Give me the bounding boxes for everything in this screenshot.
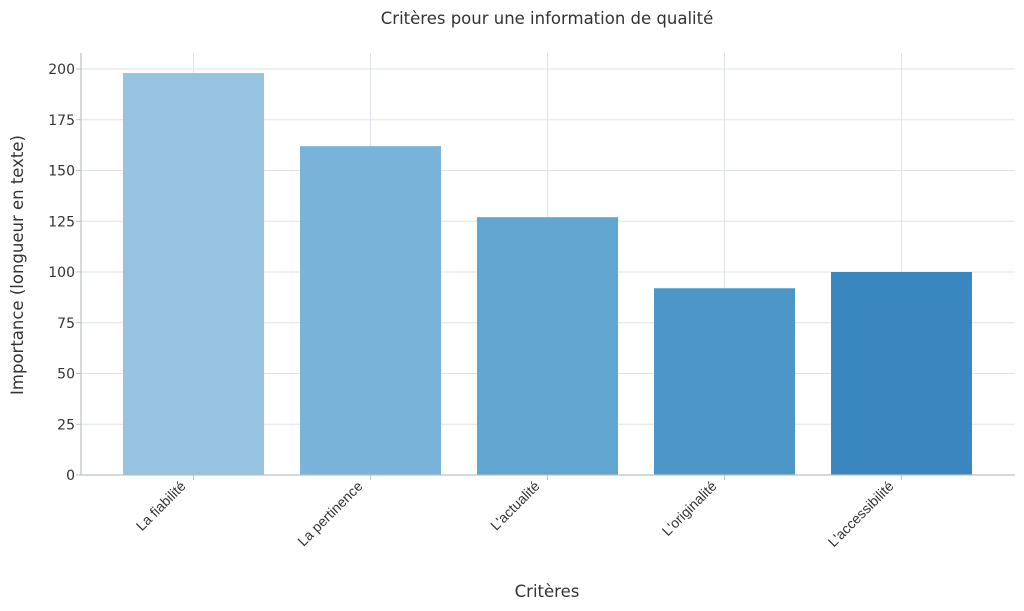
x-tick-labels: La fiabilité La pertinence L'actualité L'or… bbox=[133, 478, 897, 550]
y-tick-label: 200 bbox=[48, 62, 75, 78]
y-tick-label: 175 bbox=[48, 113, 75, 129]
x-tick-label: L'accessibilité bbox=[825, 478, 897, 550]
x-tick-label: La pertinence bbox=[294, 478, 365, 549]
bar bbox=[831, 272, 972, 475]
bar bbox=[654, 288, 795, 475]
y-tick-label: 150 bbox=[48, 164, 75, 180]
bars bbox=[123, 73, 972, 475]
y-tick-labels: 0 25 50 75 100 125 150 175 200 bbox=[48, 62, 75, 484]
y-tick-label: 25 bbox=[57, 417, 75, 433]
y-tick-label: 100 bbox=[48, 265, 75, 281]
y-tick-label: 75 bbox=[57, 316, 75, 332]
y-tick-label: 50 bbox=[57, 367, 75, 383]
chart-title: Critères pour une information de qualité bbox=[381, 9, 713, 28]
x-axis-title: Critères bbox=[515, 582, 580, 601]
x-tick-label: L'actualité bbox=[487, 478, 543, 534]
axes bbox=[80, 53, 1015, 480]
bar bbox=[300, 146, 441, 475]
y-tick-label: 125 bbox=[48, 214, 75, 230]
bar bbox=[123, 73, 264, 475]
y-tick-label: 0 bbox=[66, 468, 75, 484]
x-tick-label: La fiabilité bbox=[133, 478, 189, 534]
x-tick-label: L'originalité bbox=[659, 478, 720, 539]
bar bbox=[477, 217, 618, 475]
y-axis-title: Importance (longueur en texte) bbox=[8, 135, 27, 395]
